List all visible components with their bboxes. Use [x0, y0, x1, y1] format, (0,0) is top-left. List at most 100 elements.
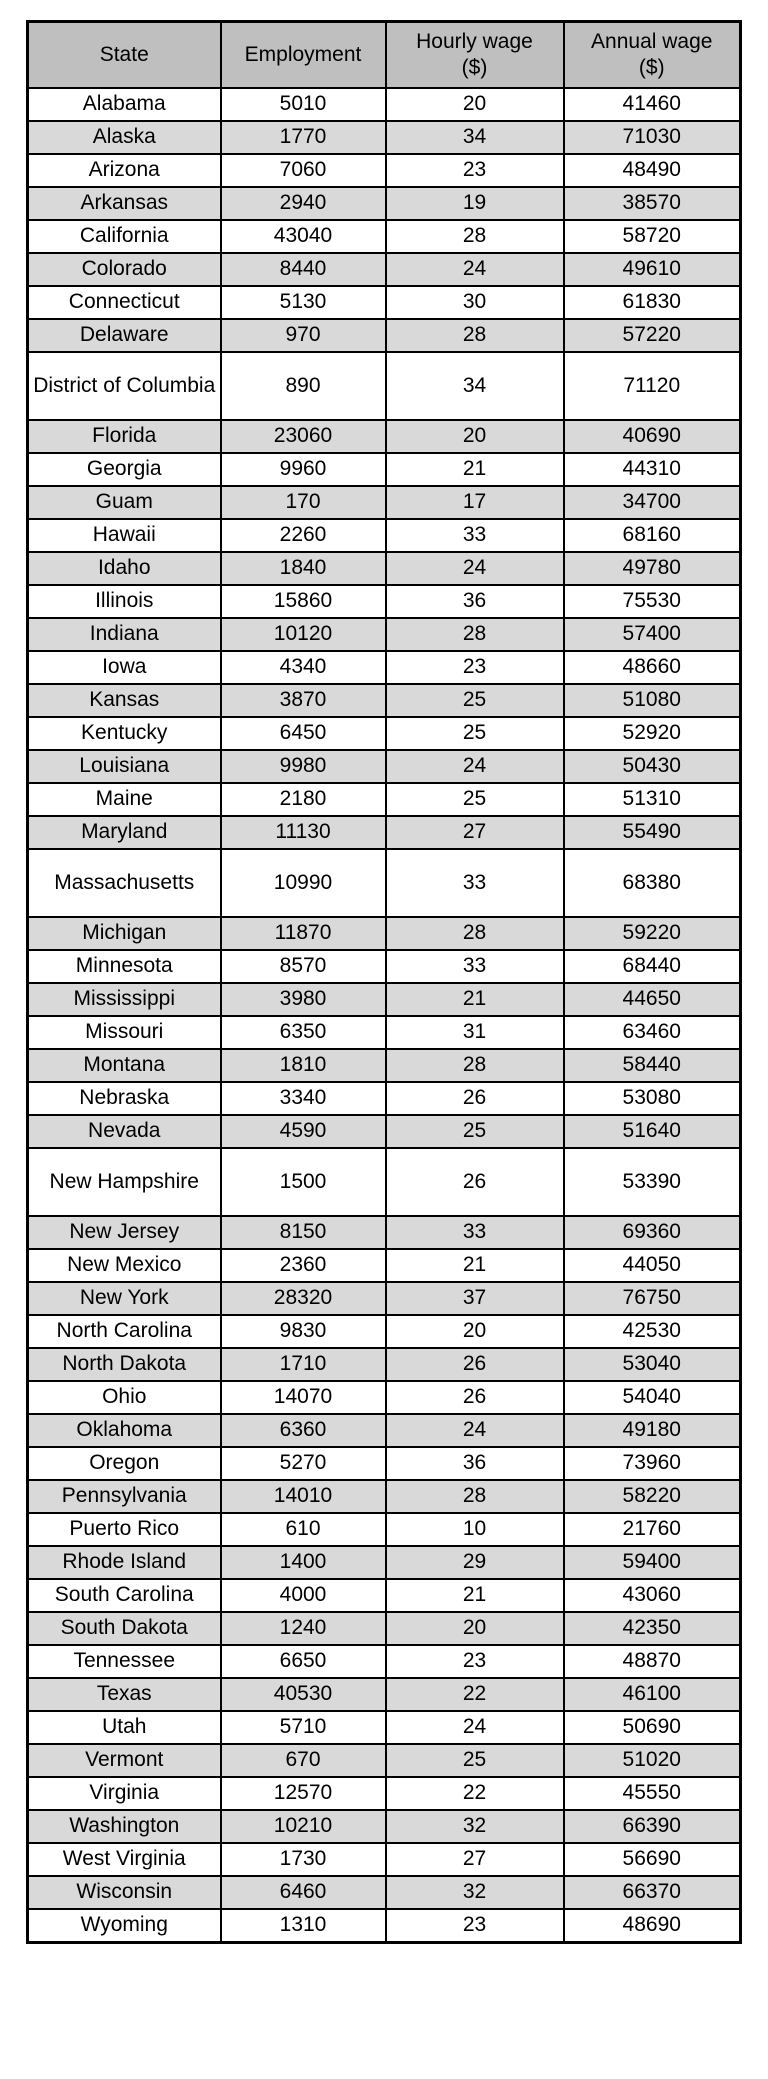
cell-annual: 21760 [562, 1512, 742, 1547]
cell-state: Indiana [26, 617, 222, 652]
cell-employment: 2940 [219, 186, 387, 221]
table-row: Alabama 5010 20 41460 [26, 87, 742, 122]
cell-state: Connecticut [26, 285, 222, 320]
cell-state: Virginia [26, 1776, 222, 1811]
cell-hourly: 25 [384, 716, 565, 751]
cell-hourly: 28 [384, 617, 565, 652]
cell-employment: 11130 [219, 815, 387, 850]
cell-hourly: 36 [384, 1446, 565, 1481]
table-row: Arizona 7060 23 48490 [26, 153, 742, 188]
column-header-hourly-wage-label2: ($) [461, 56, 488, 79]
cell-hourly: 20 [384, 87, 565, 122]
cell-hourly: 23 [384, 1908, 565, 1944]
cell-hourly: 28 [384, 318, 565, 353]
cell-annual: 42350 [562, 1611, 742, 1646]
cell-state: Mississippi [26, 982, 222, 1017]
cell-annual: 50430 [562, 749, 742, 784]
cell-hourly: 36 [384, 584, 565, 619]
table-row: Georgia 9960 21 44310 [26, 452, 742, 487]
cell-employment: 11870 [219, 916, 387, 951]
cell-state: Colorado [26, 252, 222, 287]
cell-employment: 12570 [219, 1776, 387, 1811]
cell-state: Vermont [26, 1743, 222, 1778]
cell-annual: 54040 [562, 1380, 742, 1415]
table-row: West Virginia 1730 27 56690 [26, 1842, 742, 1877]
cell-employment: 6460 [219, 1875, 387, 1910]
cell-annual: 68160 [562, 518, 742, 553]
cell-employment: 5130 [219, 285, 387, 320]
cell-annual: 50690 [562, 1710, 742, 1745]
cell-hourly: 22 [384, 1677, 565, 1712]
cell-annual: 76750 [562, 1281, 742, 1316]
cell-employment: 40530 [219, 1677, 387, 1712]
wage-table: State Employment Hourly wage ($) Annual … [26, 20, 742, 1944]
cell-hourly: 25 [384, 1743, 565, 1778]
cell-state: Montana [26, 1048, 222, 1083]
cell-hourly: 24 [384, 1413, 565, 1448]
cell-employment: 4340 [219, 650, 387, 685]
table-row: Nebraska 3340 26 53080 [26, 1081, 742, 1116]
cell-hourly: 26 [384, 1380, 565, 1415]
column-header-state-label: State [99, 42, 149, 66]
cell-employment: 3870 [219, 683, 387, 718]
cell-employment: 7060 [219, 153, 387, 188]
cell-annual: 38570 [562, 186, 742, 221]
table-row: Puerto Rico 610 10 21760 [26, 1512, 742, 1547]
cell-employment: 28320 [219, 1281, 387, 1316]
table-row: New Jersey 8150 33 69360 [26, 1215, 742, 1250]
cell-annual: 71120 [562, 351, 742, 421]
table-row: Kentucky 6450 25 52920 [26, 716, 742, 751]
cell-employment: 10990 [219, 848, 387, 918]
table-row: Ohio 14070 26 54040 [26, 1380, 742, 1415]
cell-hourly: 34 [384, 351, 565, 421]
cell-employment: 1500 [219, 1147, 387, 1217]
cell-state: Arizona [26, 153, 222, 188]
cell-state: Rhode Island [26, 1545, 222, 1580]
cell-annual: 71030 [562, 120, 742, 155]
cell-hourly: 33 [384, 848, 565, 918]
cell-state: Kentucky [26, 716, 222, 751]
cell-hourly: 26 [384, 1347, 565, 1382]
column-header-annual-wage: Annual wage ($) [562, 20, 742, 89]
cell-employment: 5270 [219, 1446, 387, 1481]
cell-hourly: 21 [384, 452, 565, 487]
table-row: North Dakota 1710 26 53040 [26, 1347, 742, 1382]
cell-hourly: 17 [384, 485, 565, 520]
cell-state: North Dakota [26, 1347, 222, 1382]
cell-annual: 69360 [562, 1215, 742, 1250]
cell-annual: 44050 [562, 1248, 742, 1283]
cell-employment: 890 [219, 351, 387, 421]
cell-state: Nebraska [26, 1081, 222, 1116]
cell-employment: 2360 [219, 1248, 387, 1283]
cell-state: Kansas [26, 683, 222, 718]
table-row: Wisconsin 6460 32 66370 [26, 1875, 742, 1910]
cell-employment: 14070 [219, 1380, 387, 1415]
cell-annual: 75530 [562, 584, 742, 619]
cell-employment: 9830 [219, 1314, 387, 1349]
cell-hourly: 20 [384, 1314, 565, 1349]
column-header-employment-label: Employment [244, 42, 362, 66]
cell-annual: 73960 [562, 1446, 742, 1481]
cell-annual: 42530 [562, 1314, 742, 1349]
cell-state: Wyoming [26, 1908, 222, 1944]
cell-hourly: 33 [384, 949, 565, 984]
cell-state: Alabama [26, 87, 222, 122]
cell-state: North Carolina [26, 1314, 222, 1349]
cell-hourly: 21 [384, 982, 565, 1017]
cell-state: Georgia [26, 452, 222, 487]
cell-state: Hawaii [26, 518, 222, 553]
cell-state: New Jersey [26, 1215, 222, 1250]
cell-annual: 48660 [562, 650, 742, 685]
cell-employment: 1770 [219, 120, 387, 155]
cell-state: Maryland [26, 815, 222, 850]
cell-annual: 66370 [562, 1875, 742, 1910]
table-row: South Dakota 1240 20 42350 [26, 1611, 742, 1646]
cell-hourly: 24 [384, 551, 565, 586]
cell-state: Wisconsin [26, 1875, 222, 1910]
cell-employment: 170 [219, 485, 387, 520]
table-row: Florida 23060 20 40690 [26, 419, 742, 454]
table-row: Michigan 11870 28 59220 [26, 916, 742, 951]
cell-hourly: 27 [384, 1842, 565, 1877]
cell-state: Iowa [26, 650, 222, 685]
cell-employment: 8150 [219, 1215, 387, 1250]
